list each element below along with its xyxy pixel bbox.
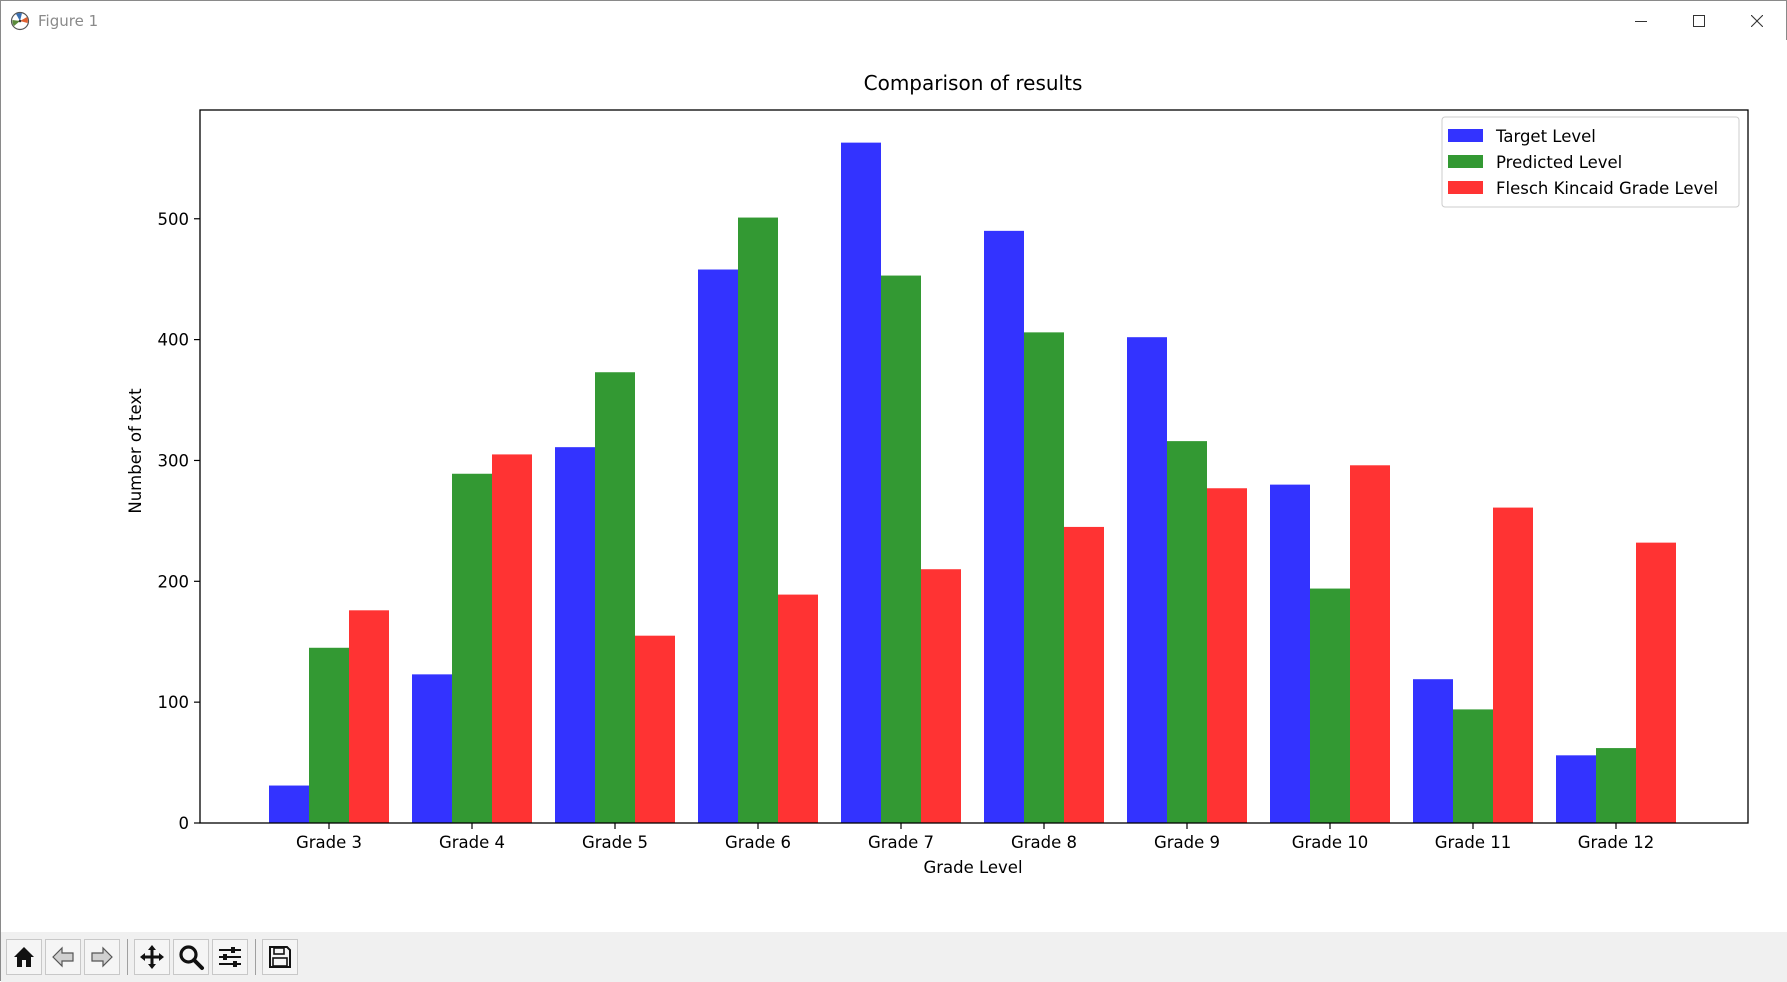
configure-subplots-icon [219, 947, 241, 967]
y-axis-ticks: 0 100 200 300 400 500 [158, 210, 200, 833]
bar [1064, 526, 1104, 823]
zoom-button[interactable] [173, 939, 209, 975]
bar [1207, 488, 1247, 823]
legend-frame [1441, 116, 1740, 208]
y-tick-label: 300 [158, 451, 190, 470]
bar [1167, 441, 1207, 823]
bar [1453, 709, 1493, 823]
legend-label: Flesch Kincaid Grade Level [1496, 179, 1718, 198]
bar [1413, 679, 1453, 823]
x-tick-label: Grade 12 [1578, 833, 1655, 852]
navigation-toolbar [1, 932, 1787, 982]
forward-arrow-icon [91, 946, 113, 968]
bar [698, 269, 738, 823]
legend-label: Predicted Level [1496, 153, 1622, 172]
bar [1024, 332, 1064, 823]
home-icon [14, 947, 34, 967]
bar [555, 447, 595, 823]
x-tick-label: Grade 10 [1292, 833, 1369, 852]
y-tick-label: 200 [158, 572, 190, 591]
axes-frame [199, 109, 1749, 824]
legend: Target Level Predicted Level Flesch Kincai… [1441, 116, 1740, 208]
y-tick-label: 400 [158, 331, 190, 350]
bar [1596, 748, 1636, 823]
bar-chart: Comparison of results Grade Level Number… [126, 71, 1749, 877]
back-button[interactable] [45, 939, 81, 975]
bar [921, 569, 961, 823]
bar [349, 610, 389, 823]
legend-swatch [1448, 155, 1483, 168]
chart-title: Comparison of results [864, 71, 1083, 95]
x-tick-label: Grade 5 [582, 833, 648, 852]
pan-icon [140, 945, 164, 969]
matplotlib-logo-icon [10, 10, 32, 32]
bar [984, 230, 1024, 823]
close-button[interactable] [1728, 1, 1786, 40]
maximize-icon [1693, 14, 1705, 27]
bar [1493, 507, 1533, 823]
window-title: Figure 1 [38, 11, 99, 30]
bar [1127, 337, 1167, 823]
forward-button[interactable] [84, 939, 120, 975]
zoom-icon [179, 945, 204, 970]
title-bar: Figure 1 [1, 1, 1786, 40]
back-arrow-icon [52, 946, 74, 968]
legend-swatch [1448, 181, 1483, 194]
x-axis-label: Grade Level [923, 858, 1022, 877]
y-tick-label: 0 [179, 814, 190, 833]
bar [492, 454, 532, 823]
save-icon [269, 946, 291, 968]
minimize-icon [1635, 20, 1647, 22]
bar [1310, 588, 1350, 823]
minimize-button[interactable] [1612, 1, 1670, 40]
save-button[interactable] [262, 939, 298, 975]
bar [412, 674, 452, 823]
maximize-button[interactable] [1670, 1, 1728, 40]
x-tick-label: Grade 11 [1435, 833, 1512, 852]
bar [309, 647, 349, 823]
bar [1270, 484, 1310, 823]
toolbar-separator [255, 939, 256, 975]
x-tick-label: Grade 6 [725, 833, 791, 852]
toolbar-separator [127, 939, 128, 975]
legend-label: Target Level [1495, 127, 1596, 146]
configure-subplots-button[interactable] [212, 939, 248, 975]
bar [635, 635, 675, 823]
figure-canvas[interactable]: Comparison of results Grade Level Number… [1, 40, 1787, 932]
bar [738, 217, 778, 824]
bar [841, 142, 881, 824]
home-button[interactable] [6, 939, 42, 975]
bars-group [269, 142, 1676, 824]
bar [1350, 465, 1390, 823]
x-tick-label: Grade 4 [439, 833, 505, 852]
pan-button[interactable] [134, 939, 170, 975]
legend-swatch [1448, 129, 1483, 142]
bar [778, 594, 818, 823]
y-tick-label: 500 [158, 210, 190, 229]
x-axis-ticks: Grade 3 Grade 4 Grade 5 Grade 6 Grade 7 Grade… [296, 823, 1654, 852]
y-axis-label: Number of text [126, 388, 145, 514]
bar [1556, 755, 1596, 823]
bar [881, 275, 921, 823]
bar [452, 473, 492, 823]
bar [269, 785, 309, 823]
y-tick-label: 100 [158, 693, 190, 712]
x-tick-label: Grade 9 [1154, 833, 1220, 852]
bar [595, 372, 635, 823]
close-icon [1751, 14, 1763, 27]
x-tick-label: Grade 3 [296, 833, 362, 852]
x-tick-label: Grade 8 [1011, 833, 1077, 852]
x-tick-label: Grade 7 [868, 833, 934, 852]
bar [1636, 542, 1676, 823]
